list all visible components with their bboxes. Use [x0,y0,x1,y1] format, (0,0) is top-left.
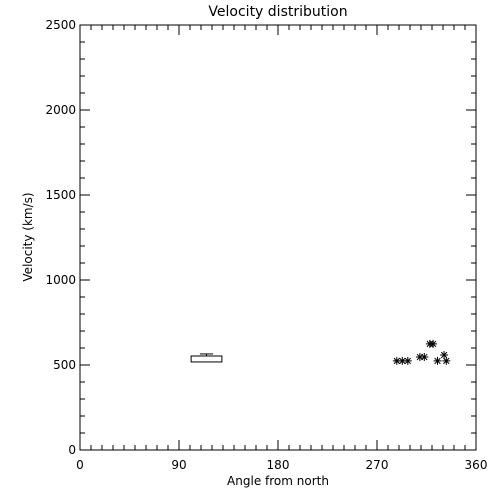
x-tick-label: 360 [465,458,488,472]
point [398,356,407,365]
x-axis-label: Angle from north [227,474,329,488]
point [433,356,442,365]
point [429,339,438,348]
x-tick-label: 0 [76,458,84,472]
y-tick-label: 1500 [45,188,76,202]
y-axis-label: Velocity (km/s) [21,192,35,281]
point [440,350,449,359]
x-tick-label: 90 [171,458,186,472]
y-tick-label: 500 [53,358,76,372]
point [403,356,412,365]
point [420,353,429,362]
chart-title: Velocity distribution [208,4,347,20]
x-tick-label: 180 [267,458,290,472]
x-tick-label: 270 [366,458,389,472]
y-tick-label: 1000 [45,273,76,287]
y-tick-label: 0 [68,443,76,457]
y-tick-label: 2000 [45,103,76,117]
point [442,356,451,365]
y-tick-label: 2500 [45,18,76,32]
point [415,353,424,362]
point [392,356,401,365]
